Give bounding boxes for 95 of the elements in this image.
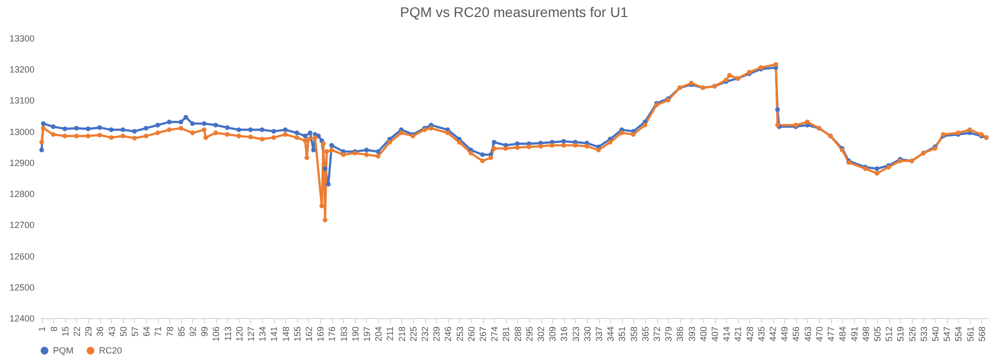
x-tick-label: 232: [420, 326, 430, 342]
x-tick-label: 1: [37, 326, 48, 332]
x-tick-label: 281: [501, 326, 512, 342]
x-tick-label: 239: [432, 326, 442, 342]
x-tick-label: 106: [211, 326, 222, 342]
x-tick-label: 337: [594, 326, 604, 342]
chart-title: PQM vs RC20 measurements for U1: [400, 4, 628, 20]
x-tick-label: 295: [524, 326, 534, 342]
x-tick-label: 358: [628, 326, 639, 342]
x-tick-label: 260: [466, 326, 476, 342]
y-tick-label: 12700: [9, 220, 34, 230]
y-tick-label: 12600: [9, 251, 34, 262]
y-tick-label: 12500: [9, 282, 34, 292]
x-tick-label: 92: [188, 326, 198, 337]
legend-label: RC20: [99, 346, 122, 356]
x-tick-label: 85: [176, 326, 186, 337]
x-tick-label: 176: [327, 326, 338, 342]
x-tick-label: 36: [95, 326, 106, 337]
x-tick-label: 372: [652, 326, 662, 342]
x-tick-label: 533: [918, 326, 929, 342]
x-tick-label: 155: [292, 326, 302, 342]
x-tick-label: 190: [350, 326, 360, 342]
x-tick-label: 498: [860, 326, 871, 342]
x-tick-label: 197: [362, 326, 372, 342]
x-tick-label: 393: [686, 326, 697, 342]
x-tick-label: 246: [443, 326, 454, 342]
x-tick-label: 568: [976, 326, 987, 342]
x-tick-label: 204: [374, 326, 384, 342]
x-tick-label: 519: [896, 326, 906, 342]
y-tick-label: 13000: [9, 126, 34, 137]
x-tick-label: 141: [269, 326, 280, 342]
x-tick-label: 365: [640, 326, 650, 342]
x-tick-label: 554: [954, 326, 964, 342]
x-tick-label: 386: [675, 326, 686, 342]
x-tick-label: 561: [965, 326, 976, 342]
x-tick-label: 505: [872, 326, 882, 342]
x-tick-label: 484: [838, 326, 848, 342]
x-tick-label: 183: [338, 326, 349, 342]
x-tick-label: 211: [385, 326, 396, 341]
y-tick-label: 13200: [9, 64, 34, 75]
x-tick-label: 113: [222, 326, 233, 341]
x-tick-label: 169: [316, 326, 326, 342]
x-tick-label: 71: [153, 326, 164, 337]
x-tick-label: 78: [164, 326, 175, 337]
x-tick-label: 43: [106, 326, 117, 337]
x-tick-label: 330: [582, 326, 592, 342]
x-tick-label: 421: [733, 326, 744, 342]
y-tick-label: 13300: [9, 34, 34, 44]
x-tick-label: 547: [942, 326, 952, 342]
x-tick-label: 134: [258, 326, 268, 342]
x-tick-label: 22: [72, 326, 82, 337]
x-tick-label: 29: [84, 326, 94, 337]
x-tick-label: 225: [408, 326, 418, 342]
x-tick-label: 463: [802, 326, 813, 342]
x-tick-label: 442: [768, 326, 778, 342]
x-tick-label: 456: [791, 326, 802, 342]
x-tick-label: 435: [756, 326, 766, 342]
x-tick-label: 309: [548, 326, 558, 342]
x-tick-label: 316: [559, 326, 570, 342]
x-tick-label: 99: [200, 326, 210, 337]
x-tick-label: 477: [826, 326, 836, 342]
y-tick-label: 12400: [9, 314, 34, 324]
x-tick-label: 414: [722, 326, 732, 342]
x-tick-label: 148: [280, 326, 291, 342]
x-tick-label: 288: [512, 326, 523, 342]
x-tick-label: 323: [570, 326, 581, 342]
x-tick-label: 253: [454, 326, 465, 342]
legend-label: PQM: [53, 346, 74, 356]
x-tick-label: 127: [246, 326, 256, 342]
x-tick-label: 64: [142, 326, 152, 337]
x-tick-label: 449: [780, 326, 790, 342]
x-tick-label: 274: [490, 326, 500, 342]
x-tick-label: 428: [744, 326, 755, 342]
x-tick-label: 379: [664, 326, 674, 342]
y-tick-label: 12900: [9, 158, 34, 168]
x-tick-label: 407: [710, 326, 720, 342]
x-tick-label: 162: [304, 326, 314, 342]
x-tick-label: 8: [48, 326, 59, 332]
x-tick-label: 470: [814, 326, 824, 342]
y-tick-label: 12800: [9, 189, 34, 200]
x-tick-label: 540: [930, 326, 940, 342]
x-tick-label: 120: [234, 326, 244, 342]
x-tick-label: 302: [536, 326, 546, 342]
x-tick-label: 526: [907, 326, 918, 342]
x-tick-label: 15: [60, 326, 70, 337]
x-tick-label: 512: [884, 326, 894, 342]
x-tick-label: 218: [396, 326, 407, 342]
x-tick-label: 344: [606, 326, 616, 342]
x-tick-label: 50: [118, 326, 128, 337]
y-tick-label: 13100: [9, 96, 34, 106]
x-tick-label: 351: [617, 326, 628, 342]
x-tick-label: 491: [849, 326, 860, 342]
x-tick-label: 267: [478, 326, 488, 342]
x-tick-label: 57: [130, 326, 140, 337]
x-tick-label: 400: [698, 326, 708, 342]
